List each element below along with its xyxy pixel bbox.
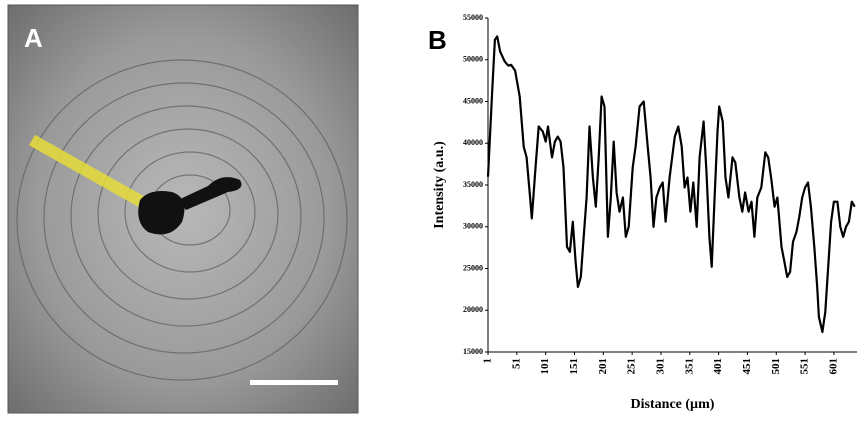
data-line [486, 35, 856, 334]
x-tick-label: 251 [626, 358, 638, 375]
y-tick-label: 55000 [463, 13, 483, 22]
y-tick-label: 20000 [463, 305, 483, 314]
y-axis-label: Intensity (a.u.) [432, 141, 447, 229]
micrograph: A [7, 4, 359, 414]
x-tick-label: 1 [482, 358, 494, 364]
x-tick-label: 201 [597, 358, 609, 375]
y-tick-label: 15000 [463, 347, 483, 356]
y-tick-label: 25000 [463, 263, 483, 272]
x-tick-label: 501 [770, 358, 782, 375]
y-tick-label: 40000 [463, 138, 483, 147]
y-tick-label: 45000 [463, 96, 483, 105]
panel-label: A [24, 23, 43, 53]
x-tick-label: 601 [827, 358, 839, 375]
x-tick-label: 151 [568, 358, 580, 375]
x-tick-label: 551 [799, 358, 811, 375]
x-axis-label: Distance (µm) [631, 397, 715, 412]
x-tick-label: 401 [712, 358, 724, 375]
x-tick-label: 351 [683, 358, 695, 375]
x-tick-label: 101 [539, 358, 551, 375]
panel-label: B [428, 25, 447, 55]
x-tick-label: 451 [741, 358, 753, 375]
y-tick-label: 35000 [463, 180, 483, 189]
y-tick-label: 30000 [463, 222, 483, 231]
y-tick-label: 50000 [463, 55, 483, 64]
x-tick-label: 301 [655, 358, 667, 375]
x-tick-label: 51 [510, 358, 522, 369]
